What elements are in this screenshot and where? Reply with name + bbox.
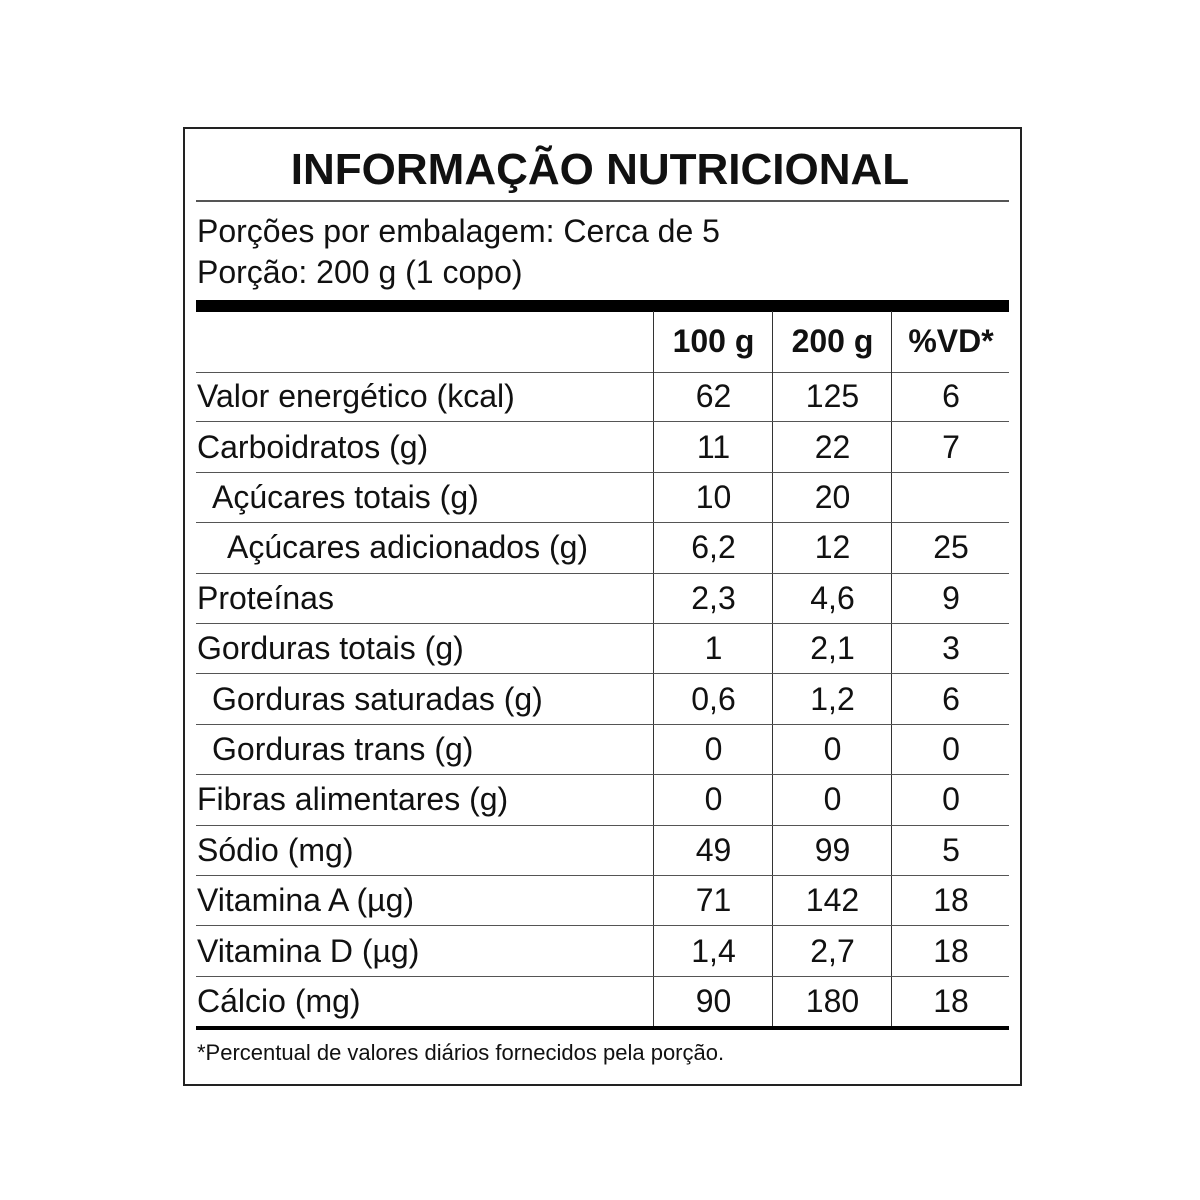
value-100g: 0,6 <box>653 674 773 724</box>
value-200g: 0 <box>772 775 892 825</box>
nutrient-label: Açúcares adicionados (g) <box>227 529 589 566</box>
value-100g: 0 <box>653 724 773 775</box>
table-row: Proteínas 2,3 4,6 9 <box>196 573 1010 624</box>
value-100g: 6,2 <box>653 523 773 573</box>
nutrient-label: Sódio (mg) <box>197 831 354 868</box>
value-daily-percent: 18 <box>891 926 1010 976</box>
value-100g: 0 <box>653 775 773 825</box>
column-header-vd: %VD* <box>891 311 1010 372</box>
table-row: Carboidratos (g) 11 22 7 <box>196 422 1010 473</box>
table-row: Gorduras totais (g) 1 2,1 3 <box>196 624 1010 675</box>
nutrient-label: Cálcio (mg) <box>197 982 361 1019</box>
value-200g: 2,7 <box>772 926 892 976</box>
value-200g: 0 <box>772 724 892 775</box>
nutrient-label: Valor energético (kcal) <box>197 378 515 415</box>
table-row: Açúcares adicionados (g) 6,2 12 25 <box>196 523 1010 574</box>
value-daily-percent: 6 <box>891 372 1010 422</box>
value-daily-percent: 0 <box>891 724 1010 775</box>
servings-per-package: Porções por embalagem: Cerca de 5 <box>197 213 720 249</box>
value-daily-percent: 3 <box>891 624 1010 674</box>
table-row: Vitamina D (µg) 1,4 2,7 18 <box>196 926 1010 977</box>
value-200g: 2,1 <box>772 624 892 674</box>
footnote: *Percentual de valores diários fornecido… <box>197 1040 725 1065</box>
value-100g: 1,4 <box>653 926 773 976</box>
value-daily-percent: 0 <box>891 775 1010 825</box>
table-row: Vitamina A (µg) 71 142 18 <box>196 876 1010 927</box>
nutrient-label: Fibras alimentares (g) <box>197 781 509 818</box>
value-200g: 4,6 <box>772 573 892 623</box>
value-100g: 90 <box>653 976 773 1027</box>
value-200g: 142 <box>772 876 892 926</box>
value-100g: 2,3 <box>653 573 773 623</box>
nutrient-label: Açúcares totais (g) <box>212 478 479 515</box>
label-title: INFORMAÇÃO NUTRICIONAL <box>290 145 910 194</box>
table-row: Sódio (mg) 49 99 5 <box>196 825 1010 876</box>
value-daily-percent: 5 <box>891 825 1010 875</box>
nutrient-label: Vitamina A (µg) <box>197 882 415 919</box>
value-daily-percent: 9 <box>891 573 1010 623</box>
value-100g: 71 <box>653 876 773 926</box>
value-100g: 62 <box>653 372 773 422</box>
table-row: Fibras alimentares (g) 0 0 0 <box>196 775 1010 826</box>
nutrition-label-frame <box>183 127 1022 1086</box>
value-100g: 1 <box>653 624 773 674</box>
table-row: Valor energético (kcal) 62 125 6 <box>196 372 1010 423</box>
serving-size: Porção: 200 g (1 copo) <box>197 254 523 290</box>
column-header-200g: 200 g <box>772 311 892 372</box>
value-200g: 20 <box>772 472 892 523</box>
thick-divider <box>196 300 1009 312</box>
value-daily-percent <box>891 472 1010 523</box>
value-100g: 49 <box>653 825 773 875</box>
value-200g: 22 <box>772 422 892 472</box>
value-200g: 125 <box>772 372 892 422</box>
table-row: Açúcares totais (g) 10 20 <box>196 472 1010 524</box>
table-row: Gorduras trans (g) 0 0 0 <box>196 724 1010 776</box>
value-daily-percent: 18 <box>891 976 1010 1027</box>
value-200g: 99 <box>772 825 892 875</box>
value-100g: 10 <box>653 472 773 523</box>
value-daily-percent: 6 <box>891 674 1010 724</box>
nutrient-label: Gorduras saturadas (g) <box>212 680 543 717</box>
nutrient-label: Gorduras trans (g) <box>212 730 474 767</box>
title-divider <box>196 200 1009 202</box>
value-200g: 180 <box>772 976 892 1027</box>
value-100g: 11 <box>653 422 773 472</box>
nutrient-label: Gorduras totais (g) <box>197 630 464 667</box>
column-header-100g: 100 g <box>653 311 773 372</box>
value-daily-percent: 18 <box>891 876 1010 926</box>
table-header-row: 100 g 200 g %VD* <box>196 311 1009 373</box>
value-daily-percent: 25 <box>891 523 1010 573</box>
table-row: Cálcio (mg) 90 180 18 <box>196 976 1010 1031</box>
nutrient-label: Carboidratos (g) <box>197 428 429 465</box>
table-row: Gorduras saturadas (g) 0,6 1,2 6 <box>196 674 1010 725</box>
nutrient-label: Vitamina D (µg) <box>197 932 420 969</box>
value-daily-percent: 7 <box>891 422 1010 472</box>
value-200g: 1,2 <box>772 674 892 724</box>
nutrient-label: Proteínas <box>197 579 334 616</box>
value-200g: 12 <box>772 523 892 573</box>
